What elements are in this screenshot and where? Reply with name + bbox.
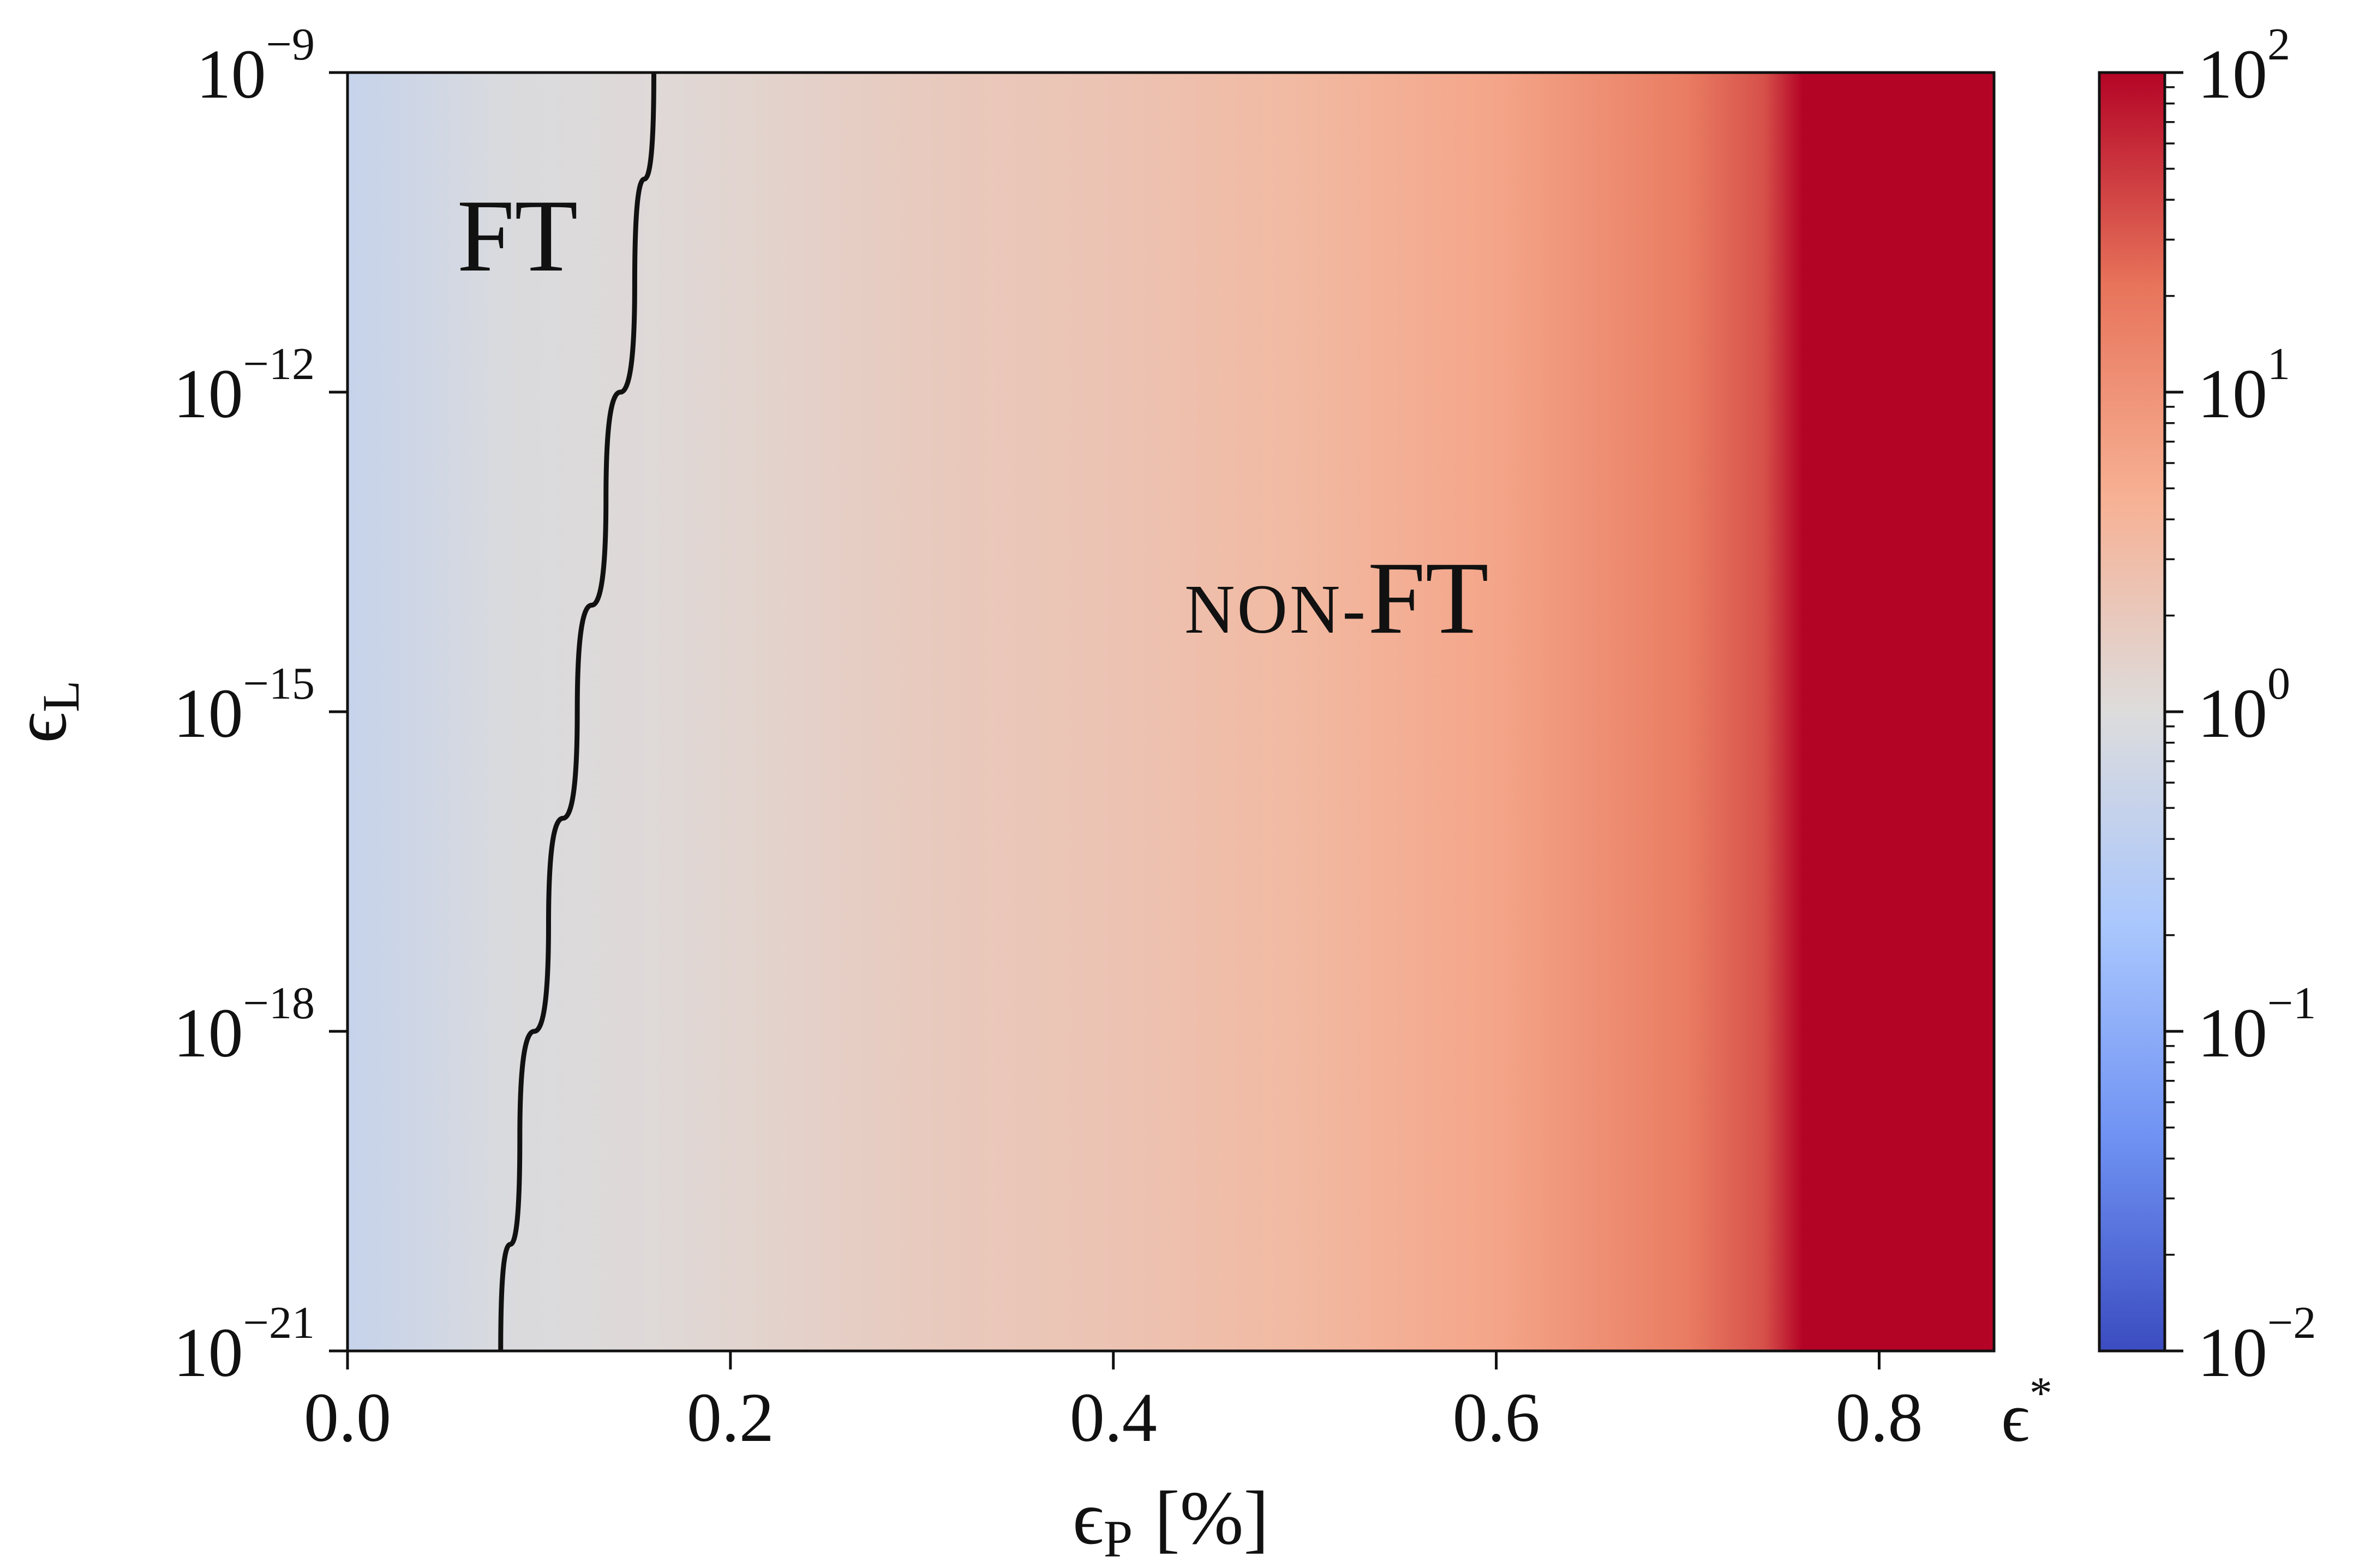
plot-area (346, 71, 1996, 1353)
heatmap-field (348, 73, 1994, 1351)
x-tick-label: 0.6 (1453, 1379, 1540, 1456)
x-axis-label-subscript: P (1104, 1510, 1133, 1568)
colorbar-ticks: 10−2 10−1 100 101 102 (2165, 19, 2316, 1391)
y-axis: 10−21 10−18 10−15 10−12 10−9 (173, 19, 348, 1391)
colorbar-tick-label: 101 (2198, 339, 2290, 432)
y-tick-label: 10−18 (173, 978, 315, 1072)
y-tick-label: 10−12 (173, 339, 315, 432)
colorbar: 10−2 10−1 100 101 102 (2098, 19, 2316, 1391)
y-axis-label-symbol: ϵ (0, 712, 82, 743)
region-annotations: FT NON-FT (457, 179, 1489, 656)
x-axis: 0.0 0.2 0.4 0.6 0.8 ϵ* (304, 1351, 2052, 1456)
colorbar-tick-label: 100 (2198, 658, 2290, 752)
x-tick-label-epsilon-star: ϵ* (2001, 1368, 2052, 1456)
region-label: FT (457, 179, 578, 293)
y-axis-label: ϵL (0, 680, 90, 743)
x-tick-label: 0.4 (1070, 1379, 1157, 1456)
y-tick-label: 10−15 (173, 658, 315, 752)
y-tick-label: 10−9 (196, 19, 315, 113)
x-axis-label: ϵP [%] (1073, 1476, 1269, 1568)
y-tick-label: 10−21 (173, 1297, 315, 1391)
colorbar-tick-label: 102 (2198, 19, 2290, 113)
x-tick-label: 0.2 (687, 1379, 774, 1456)
y-axis-label-subscript: L (32, 680, 90, 712)
x-axis-label-symbol: ϵ (1073, 1476, 1104, 1560)
colorbar-tick-label: 10−2 (2198, 1297, 2316, 1391)
x-tick-label: 0.0 (304, 1379, 391, 1456)
colorbar-frame (2098, 71, 2166, 1353)
colorbar-tick-label: 10−1 (2198, 978, 2316, 1072)
colorbar-gradient (2099, 73, 2165, 1351)
x-tick-label: 0.8 (1835, 1379, 1923, 1456)
region-label: NON-FT (1184, 541, 1489, 656)
ft-boundary-curve (498, 73, 656, 1351)
x-axis-label-unit: [%] (1154, 1476, 1269, 1560)
